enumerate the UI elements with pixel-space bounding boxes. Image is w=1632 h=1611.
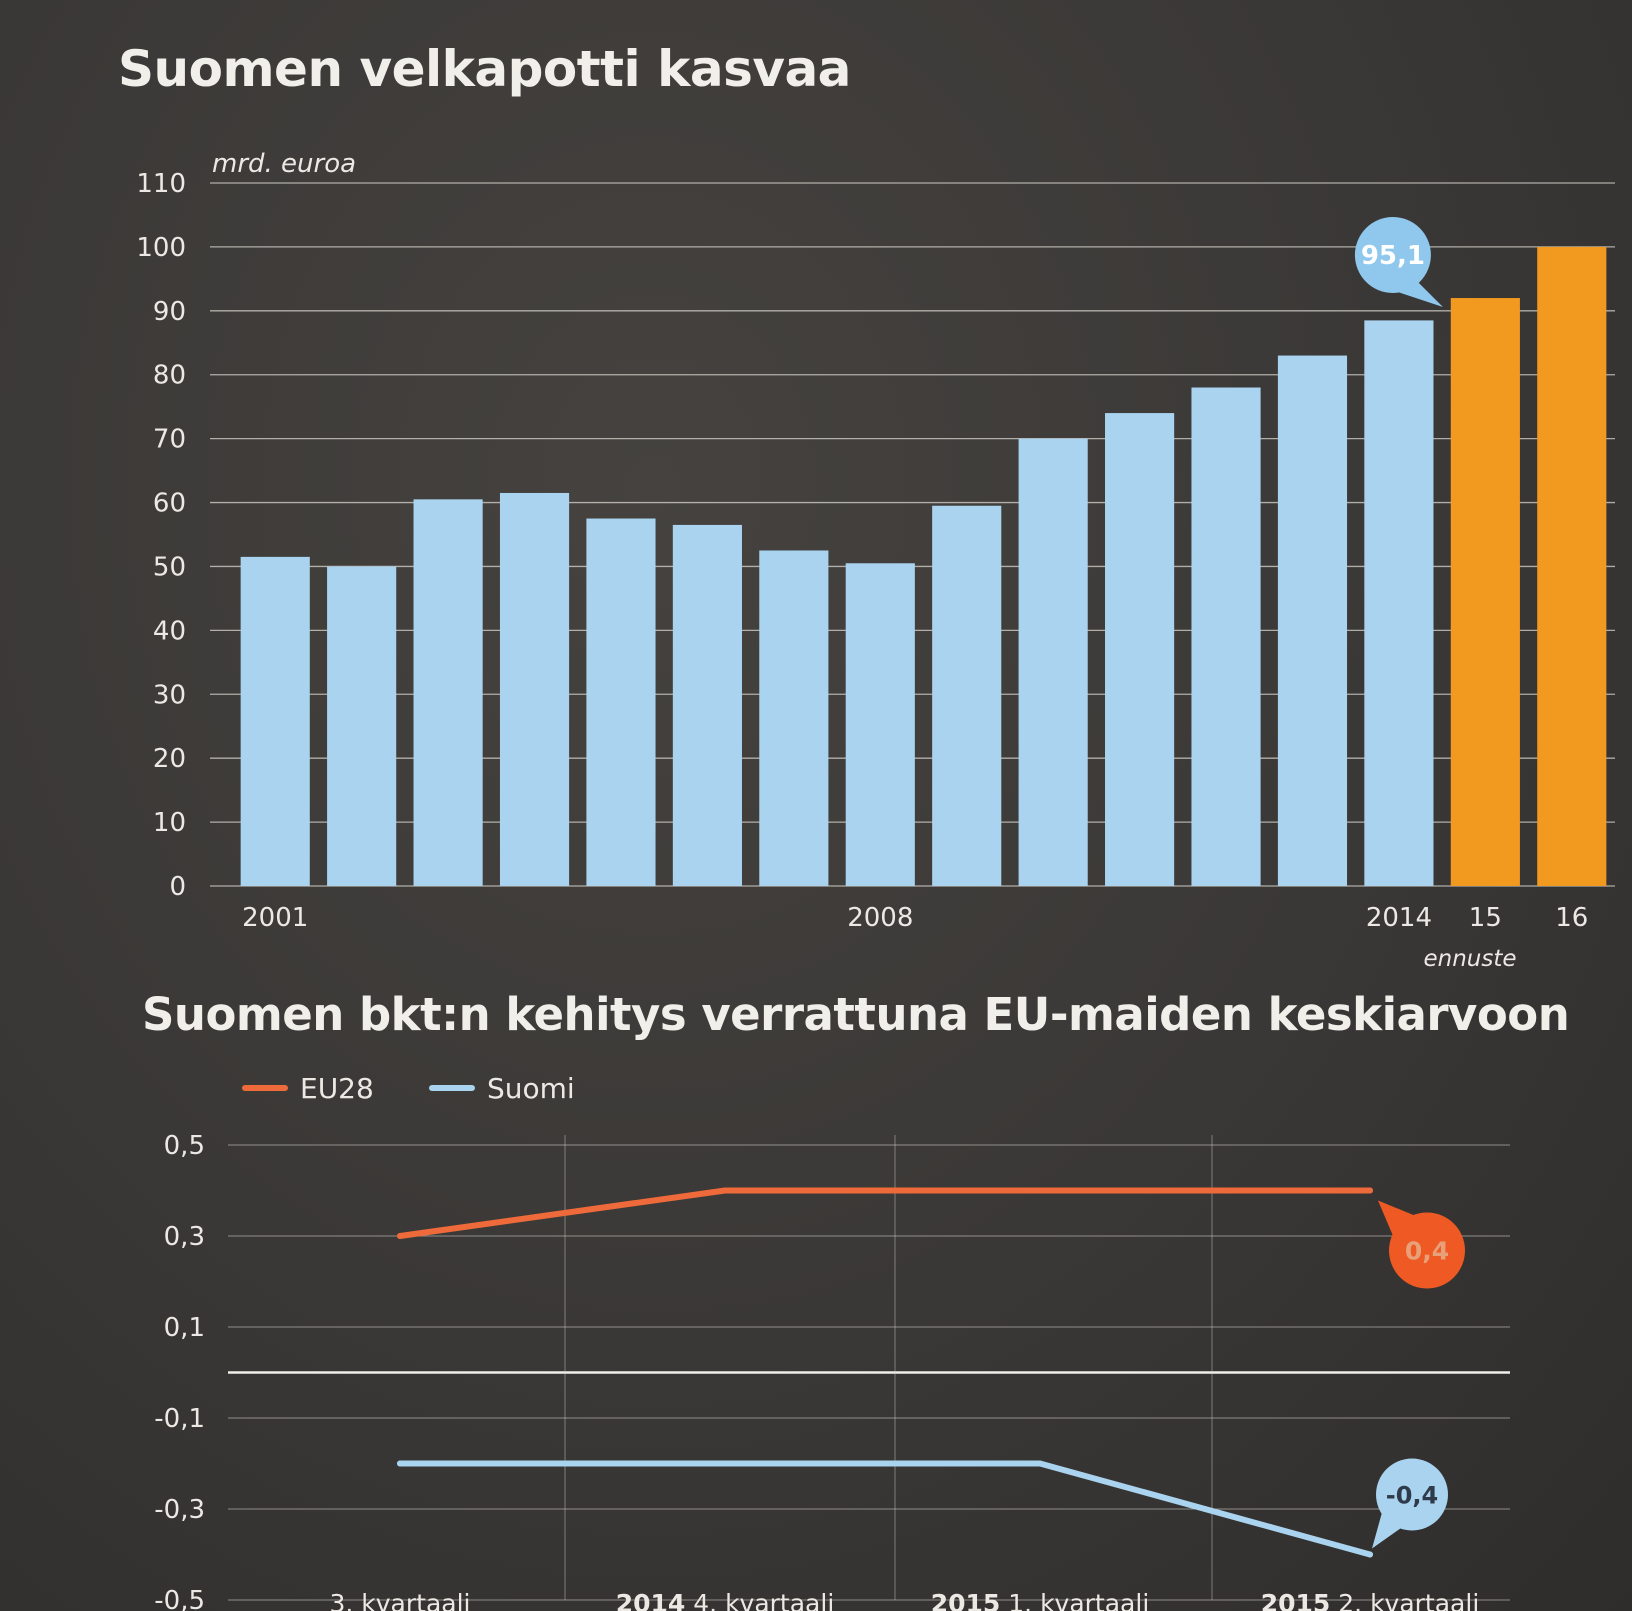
x-label-year: 2015 xyxy=(931,1589,1001,1611)
chart1-y-tick-label: 90 xyxy=(153,297,186,327)
chart2-y-axis: 0,5 0,3 0,1 -0,1 -0,3 -0,5 xyxy=(154,1131,205,1611)
chart1-x-tick-label: 2008 xyxy=(847,903,913,933)
debt-bar xyxy=(932,505,1002,886)
x-label-quarter: 4. kvartaali xyxy=(693,1589,834,1611)
chart2-point xyxy=(397,1460,403,1467)
chart1-y-tick-label: 40 xyxy=(153,616,186,646)
chart2-title: Suomen bkt:n kehitys verrattuna EU-maide… xyxy=(142,988,1570,1041)
chart2-point xyxy=(722,1187,728,1194)
chart2-line-eu28 xyxy=(397,1187,1373,1239)
debt-bar xyxy=(759,550,829,886)
eu28-callout-value: 0,4 xyxy=(1405,1237,1449,1266)
chart2-x-tick-label: 2015 1. kvartaali xyxy=(931,1589,1150,1611)
chart2-point xyxy=(1367,1551,1373,1558)
debt-bar xyxy=(1191,387,1261,886)
chart2-lines xyxy=(397,1187,1373,1558)
debt-bar xyxy=(1364,320,1434,886)
chart2-callouts: 0,4 -0,4 xyxy=(1372,1200,1465,1549)
legend-label-eu28: EU28 xyxy=(300,1072,374,1105)
chart1-y-tick-label: 80 xyxy=(153,361,186,391)
debt-bar xyxy=(240,556,310,886)
chart1-x-tick-label: 2014 xyxy=(1366,903,1432,933)
x-label-year: 2015 xyxy=(1261,1589,1331,1611)
chart1-y-tick-label: 50 xyxy=(153,552,186,582)
forecast-bar xyxy=(1450,298,1520,886)
x-label-quarter: 1. kvartaali xyxy=(1008,1589,1149,1611)
chart1-x-tick-label: 2001 xyxy=(242,903,308,933)
debt-bar xyxy=(413,499,483,886)
chart2-grid xyxy=(228,1135,1510,1601)
chart2-x-axis: 3. kvartaali 2014 4. kvartaali 2015 1. kva… xyxy=(329,1589,1479,1611)
chart2-point xyxy=(1037,1460,1043,1467)
chart2-point xyxy=(722,1460,728,1467)
forecast-bar xyxy=(1537,246,1607,887)
chart1-bars xyxy=(240,246,1607,887)
chart1-y-tick-label: 10 xyxy=(153,808,186,838)
x-label-year: 2014 xyxy=(616,1589,686,1611)
x-label-quarter: 2. kvartaali xyxy=(1338,1589,1479,1611)
chart1-y-tick-label: 0 xyxy=(169,872,186,902)
chart2-point xyxy=(1037,1187,1043,1194)
chart2-x-tick-label: 3. kvartaali xyxy=(329,1589,470,1611)
chart1-y-tick-label: 30 xyxy=(153,680,186,710)
chart2-line-suomi xyxy=(397,1460,1373,1558)
chart1-title: Suomen velkapotti kasvaa xyxy=(118,40,851,98)
chart1-x-tick-label: 15 xyxy=(1469,903,1502,933)
chart2-point xyxy=(397,1233,403,1239)
chart1-unit-label: mrd. euroa xyxy=(212,149,356,179)
chart1-y-tick-label: 70 xyxy=(153,425,186,455)
suomi-callout-bubble xyxy=(1376,1458,1448,1531)
forecast-label: ennuste xyxy=(1423,946,1516,972)
chart1-y-axis: 0 10 20 30 40 50 60 70 80 90 100 110 xyxy=(136,169,186,902)
eu28-callout-pointer xyxy=(1378,1200,1417,1241)
chart2-x-tick-label: 2015 2. kvartaali xyxy=(1261,1589,1480,1611)
chart1-callout: 95,1 xyxy=(1354,217,1443,307)
debt-bar xyxy=(327,566,397,886)
debt-bar xyxy=(845,563,915,886)
chart2-x-tick-label: 2014 4. kvartaali xyxy=(616,1589,835,1611)
callout-bubble xyxy=(1354,217,1431,293)
legend-label-suomi: Suomi xyxy=(487,1072,575,1105)
chart1-y-tick-label: 20 xyxy=(153,744,186,774)
debt-bar xyxy=(1277,355,1348,886)
debt-bar xyxy=(586,518,656,886)
x-label-quarter: 3. kvartaali xyxy=(329,1589,470,1611)
chart1-y-tick-label: 60 xyxy=(153,489,186,519)
chart2-legend: EU28 Suomi xyxy=(242,1072,575,1105)
chart1-y-tick-label: 110 xyxy=(136,169,186,199)
callout-value: 95,1 xyxy=(1361,241,1425,271)
chart1-y-tick-label: 100 xyxy=(136,233,186,263)
chart2-point xyxy=(1367,1187,1373,1194)
debt-bar xyxy=(499,492,570,886)
chart2-y-tick-label: -0,5 xyxy=(154,1586,205,1611)
eu28-callout-bubble xyxy=(1389,1212,1465,1289)
suomi-callout-value: -0,4 xyxy=(1386,1482,1438,1510)
chart2-y-tick-label: -0,3 xyxy=(154,1495,205,1525)
debt-bar xyxy=(1105,413,1175,886)
chart1-x-tick-label: 16 xyxy=(1555,903,1588,933)
chart2-y-tick-label: 0,3 xyxy=(164,1222,205,1252)
chart1-x-axis: 2001 2008 2014 15 16 xyxy=(242,903,1588,933)
chart2-y-tick-label: -0,1 xyxy=(154,1404,205,1434)
chart2-y-tick-label: 0,5 xyxy=(164,1131,205,1161)
chart2-y-tick-label: 0,1 xyxy=(164,1313,205,1343)
debt-bar xyxy=(672,524,742,886)
debt-bar xyxy=(1018,438,1088,886)
